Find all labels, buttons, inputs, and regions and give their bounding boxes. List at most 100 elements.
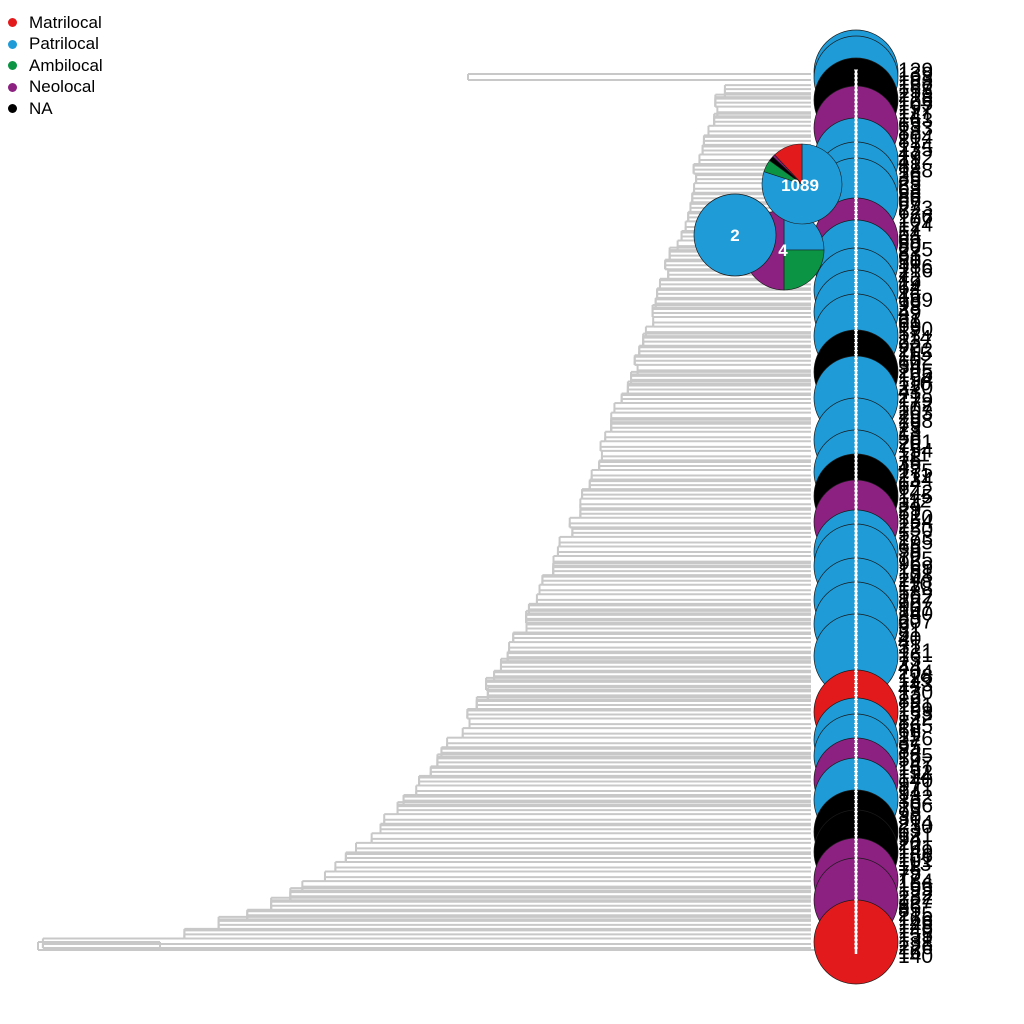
- tip-label: 127: [898, 891, 933, 914]
- na-swatch: [8, 104, 17, 114]
- tip-label: 4: [898, 632, 910, 655]
- tip-label: 154: [898, 439, 933, 462]
- node-pie-label: 4: [778, 241, 788, 260]
- tip-label: 66: [898, 719, 921, 742]
- tip-label: 39: [898, 540, 921, 563]
- tip-label: 150: [898, 519, 933, 542]
- tip-label: 143: [898, 673, 933, 696]
- tip-label: 174: [898, 134, 933, 157]
- legend-item-na: NA: [8, 98, 103, 120]
- tip-label: 129: [898, 59, 933, 82]
- tip-label: 92: [898, 335, 921, 358]
- tip-label: 107: [898, 398, 933, 421]
- tip-label: 64: [898, 276, 922, 299]
- tip-label: 18: [898, 857, 921, 880]
- legend-label: Neolocal: [29, 77, 96, 97]
- tip-label: 171: [898, 778, 933, 801]
- tip-label: 5: [898, 523, 910, 546]
- tip-label: 141: [898, 105, 933, 128]
- tip-label: 23: [898, 418, 921, 441]
- tip-label: 226: [898, 728, 933, 751]
- tip-label: 214: [898, 811, 933, 834]
- tip-label: 120: [898, 506, 933, 529]
- tip-label: 29: [898, 406, 921, 429]
- tip-label: 119: [898, 669, 931, 692]
- tip-label: 76: [898, 435, 921, 458]
- tip-label: 24: [898, 569, 922, 592]
- tip-label: 51: [898, 623, 921, 646]
- tip-label: 213: [898, 84, 933, 107]
- legend-label: Patrilocal: [29, 34, 99, 54]
- tip-label: 44: [898, 657, 922, 680]
- tip-label: 121: [898, 824, 933, 847]
- pie-slice-patrilocal: [693, 193, 777, 277]
- tip-label: 184: [898, 870, 933, 893]
- tip-label: 121: [898, 640, 933, 663]
- tip-label: 73: [898, 799, 921, 822]
- tip-label: 54: [898, 222, 922, 245]
- tip-label: 168: [898, 72, 933, 95]
- tip-label: 108: [898, 565, 933, 588]
- tip-label: 197: [898, 97, 933, 120]
- tip-label: 46: [898, 285, 921, 308]
- tip-label: 84: [898, 740, 922, 763]
- tip-label: 49: [898, 301, 921, 324]
- tip-label: 124: [898, 214, 933, 237]
- tip-label: 226: [898, 937, 933, 960]
- tip-label: 240: [898, 602, 933, 625]
- tip-label: 155: [898, 924, 933, 947]
- tip-label: 90: [898, 594, 921, 617]
- tip-label: 130: [898, 682, 933, 705]
- tip-label: 139: [898, 63, 933, 86]
- patrilocal-swatch: [8, 39, 17, 49]
- tip-label: 89: [898, 606, 921, 629]
- tip-label: 122: [898, 707, 933, 730]
- tip-label: 16: [898, 941, 921, 964]
- tip-label: 85: [898, 899, 921, 922]
- tip-label: 185: [898, 744, 933, 767]
- tip-label: 122: [898, 882, 933, 905]
- tip-label: 211: [898, 464, 931, 487]
- node-pie-label: 2: [730, 226, 739, 245]
- tip-label: 145: [898, 485, 933, 508]
- tip-label: 64: [898, 473, 922, 496]
- tip-label: 26: [898, 163, 921, 186]
- tip-label: 43: [898, 381, 921, 404]
- tip-label: 34: [898, 356, 922, 379]
- tip-label: 81: [898, 130, 921, 153]
- node-pie-label: 1089: [781, 176, 819, 195]
- tip-label: 105: [898, 92, 933, 115]
- tip-label: 2: [898, 652, 910, 675]
- tip-label: 151: [898, 757, 933, 780]
- tip-label: 82: [898, 155, 921, 178]
- matrilocal-swatch: [8, 18, 17, 28]
- legend-item-patrilocal: Patrilocal: [8, 34, 103, 56]
- tip-label: 115: [898, 343, 931, 366]
- tip-label: 175: [898, 460, 933, 483]
- tip-label: 114: [898, 326, 932, 349]
- tip-label: 83: [898, 243, 921, 266]
- tip-label: 78: [898, 448, 921, 471]
- tip-label: 7: [898, 264, 910, 287]
- tip-label: 125: [898, 548, 933, 571]
- tip-label: 101: [898, 849, 933, 872]
- tip-label: 73: [898, 648, 921, 671]
- legend-item-ambilocal: Ambilocal: [8, 55, 103, 77]
- node-pie-1089: 1089: [761, 143, 843, 225]
- node-pie-2: 2: [693, 193, 777, 277]
- node-pies: 4 1089 2: [693, 143, 843, 291]
- tip-label: 63: [898, 820, 921, 843]
- tip-label: 165: [898, 364, 933, 387]
- tip-label: 77: [898, 866, 921, 889]
- tip-label: 117: [898, 101, 931, 124]
- tip-label: 106: [898, 795, 933, 818]
- tip-label: 112: [898, 489, 931, 512]
- tip-label: 80: [898, 235, 921, 258]
- tip-label: 186: [898, 255, 933, 278]
- tip-label: 223: [898, 197, 933, 220]
- neolocal-swatch: [8, 82, 17, 92]
- tip-label: 98: [898, 803, 921, 826]
- tip-label: 67: [898, 193, 921, 216]
- tip-label: 51: [898, 502, 921, 525]
